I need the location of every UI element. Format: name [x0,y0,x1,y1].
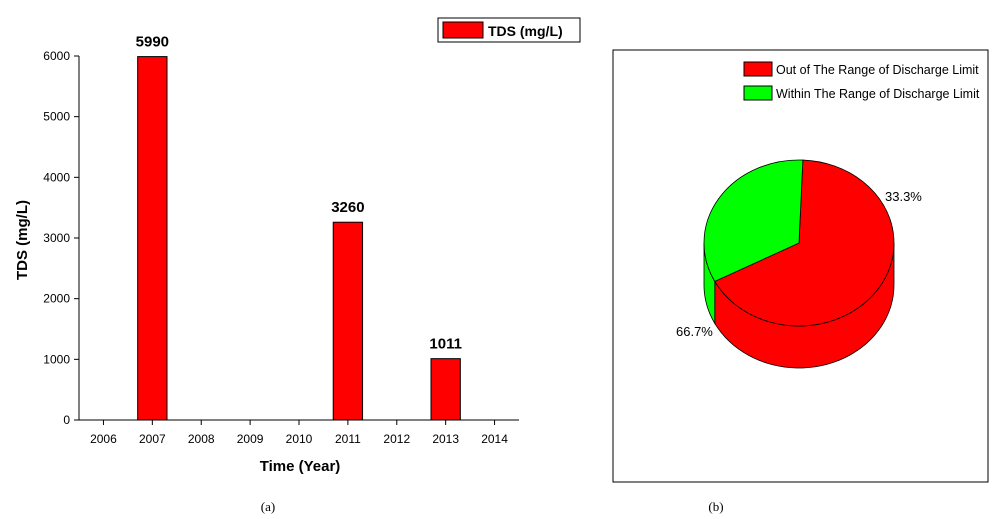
x-tick-label: 2014 [481,432,508,446]
y-tick-label: 1000 [43,352,70,366]
x-axis-title: Time (Year) [260,458,341,475]
pie-chart: Out of The Range of Discharge Limit With… [612,49,989,514]
pie-label-within-range: 33.3% [885,189,922,204]
y-tick-label: 5000 [43,110,70,124]
legend-swatch-tds [442,21,484,39]
pie-slice-0 [714,159,895,327]
x-tick-label: 2007 [139,432,166,446]
data-label-2013: 1011 [429,336,462,353]
pie-slice-1 [703,159,804,282]
bar-axes: 0 1000 2000 3000 4000 5000 6000 2006 2007 2008 200… [43,49,519,446]
legend-swatch-within-range [743,85,773,101]
pie-label-out-of-range: 66.7% [676,324,713,339]
y-tick-label: 3000 [43,231,70,245]
bar-chart: TDS (mg/L) 0 1000 2000 3000 4000 5000 6000 2006… [14,17,581,514]
data-label-2007: 5990 [136,34,169,51]
legend-label-within-range: Within The Range of Discharge Limit [776,87,980,101]
legend-swatch-out-of-range [743,61,773,77]
y-tick-label: 6000 [43,49,70,63]
x-tick-label: 2008 [188,432,215,446]
x-tick-label: 2006 [90,432,117,446]
panel-label-b: (b) [708,499,723,514]
y-tick-label: 4000 [43,170,70,184]
legend-label-out-of-range: Out of The Range of Discharge Limit [776,63,979,77]
x-tick-label: 2010 [286,432,313,446]
bar-2011 [332,221,364,421]
panel-label-a: (a) [261,499,275,514]
y-tick-label: 2000 [43,292,70,306]
y-axis-title: TDS (mg/L) [14,200,31,280]
pie-legend: Out of The Range of Discharge Limit With… [743,61,980,101]
bar-legend: TDS (mg/L) [437,17,581,43]
x-tick-label: 2012 [383,432,410,446]
y-tick-label: 0 [63,413,70,427]
bar-marks: 5990 3260 1011 [136,34,462,421]
pie-marks [703,159,895,369]
legend-label-tds: TDS (mg/L) [488,23,563,39]
x-tick-label: 2009 [237,432,264,446]
bar-2013 [430,358,461,421]
x-tick-label: 2011 [335,432,361,446]
data-label-2011: 3260 [331,199,364,216]
bar-2007 [137,56,168,421]
x-tick-label: 2013 [432,432,459,446]
